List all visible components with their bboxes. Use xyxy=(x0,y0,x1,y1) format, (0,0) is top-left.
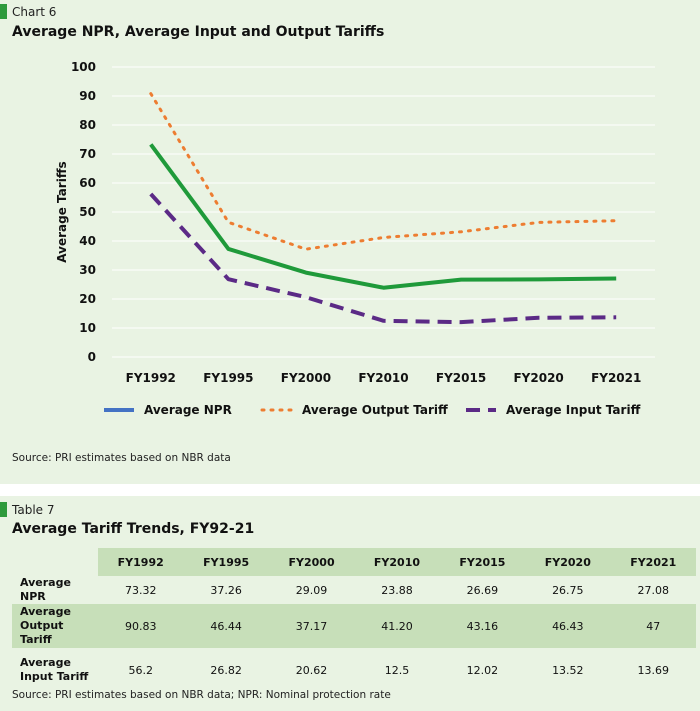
y-tick-label: 30 xyxy=(79,263,96,277)
chart-title: Average NPR, Average Input and Output Ta… xyxy=(12,24,385,40)
table-source-note: Source: PRI estimates based on NBR data;… xyxy=(12,689,391,701)
table-cell: 20.62 xyxy=(295,663,328,677)
table-accent-bar xyxy=(0,502,7,517)
y-tick-label: 90 xyxy=(79,89,96,103)
x-tick-label: FY1995 xyxy=(203,371,253,385)
x-tick-label: FY2015 xyxy=(436,371,486,385)
row-label: Average NPR xyxy=(20,576,71,603)
table-cell: 37.17 xyxy=(268,604,355,648)
column-header: FY2021 xyxy=(610,548,696,576)
table-cell: 23.88 xyxy=(381,583,413,597)
legend-label: Average Input Tariff xyxy=(506,403,641,417)
y-tick-label: 100 xyxy=(71,60,96,74)
y-tick-label: 50 xyxy=(79,205,96,219)
y-tick-label: 20 xyxy=(79,292,96,306)
table-row: Average Input Tariff 56.2 26.82 20.62 12.… xyxy=(12,648,696,692)
y-tick-label: 0 xyxy=(88,350,96,364)
chart-accent-bar xyxy=(0,4,7,19)
table-cell: 26.82 xyxy=(210,663,242,677)
table-cell: 12.5 xyxy=(384,663,410,677)
table-cell: 12.02 xyxy=(466,663,499,677)
x-tick-label: FY1992 xyxy=(126,371,176,385)
table-cell: 13.69 xyxy=(637,663,670,677)
column-header: FY2020 xyxy=(525,548,611,576)
table-cell: 73.32 xyxy=(124,583,157,597)
y-tick-label: 40 xyxy=(79,234,96,248)
table-cell: 27.08 xyxy=(637,583,670,597)
table-row: Average NPR 73.32 37.26 29.09 23.88 26.6… xyxy=(12,576,696,604)
legend-label: Average Output Tariff xyxy=(302,403,448,417)
table-number-label: Table 7 xyxy=(12,503,55,517)
table-cell: 26.75 xyxy=(552,583,584,597)
section-divider xyxy=(0,484,700,496)
table-cell: 90.83 xyxy=(98,604,184,648)
row-label: Average Output Tariff xyxy=(12,604,98,648)
table-cell: 41.20 xyxy=(354,604,440,648)
table-cell: 46.43 xyxy=(525,604,611,648)
y-tick-label: 60 xyxy=(79,176,96,190)
x-tick-label: FY2010 xyxy=(358,371,408,385)
row-label: Average Input Tariff xyxy=(20,656,89,683)
x-tick-label: FY2000 xyxy=(281,371,331,385)
tariff-table: FY1992 FY1995 FY2000 FY2010 FY2015 FY202… xyxy=(12,548,696,692)
table-header-row: FY1992 FY1995 FY2000 FY2010 FY2015 FY202… xyxy=(12,548,696,576)
table-corner-cell xyxy=(12,548,98,576)
column-header: FY1992 xyxy=(98,548,184,576)
table-row: Average Output Tariff 90.83 46.44 37.17 4… xyxy=(12,604,696,648)
series-line-2 xyxy=(149,192,617,325)
x-tick-label: FY2021 xyxy=(591,371,641,385)
table-cell: 43.16 xyxy=(439,604,526,648)
table-cell: 29.09 xyxy=(295,583,328,597)
column-header: FY1995 xyxy=(183,548,269,576)
y-tick-label: 10 xyxy=(79,321,96,335)
table-cell: 26.69 xyxy=(466,583,499,597)
series-line-1 xyxy=(149,92,618,251)
legend-label: Average NPR xyxy=(144,403,232,417)
y-tick-label: 80 xyxy=(79,118,96,132)
chart-source-note: Source: PRI estimates based on NBR data xyxy=(12,452,231,464)
y-axis-label: Average Tariffs xyxy=(55,161,69,262)
series-line-0 xyxy=(149,143,617,290)
table-title: Average Tariff Trends, FY92-21 xyxy=(12,521,255,537)
column-header: FY2000 xyxy=(268,548,355,576)
x-tick-label: FY2020 xyxy=(513,371,563,385)
y-tick-label: 70 xyxy=(79,147,96,161)
table-cell: 37.26 xyxy=(210,583,242,597)
table-cell: 47 xyxy=(610,604,696,648)
table-cell: 56.2 xyxy=(128,663,153,677)
table-cell: 46.44 xyxy=(183,604,269,648)
table-cell: 13.52 xyxy=(552,663,584,677)
line-chart: 0 10 20 30 40 50 60 70 80 90 100 FY1992 FY1995 FY2000… xyxy=(55,60,655,417)
column-header: FY2015 xyxy=(439,548,526,576)
column-header: FY2010 xyxy=(354,548,440,576)
chart-number-label: Chart 6 xyxy=(12,5,57,19)
